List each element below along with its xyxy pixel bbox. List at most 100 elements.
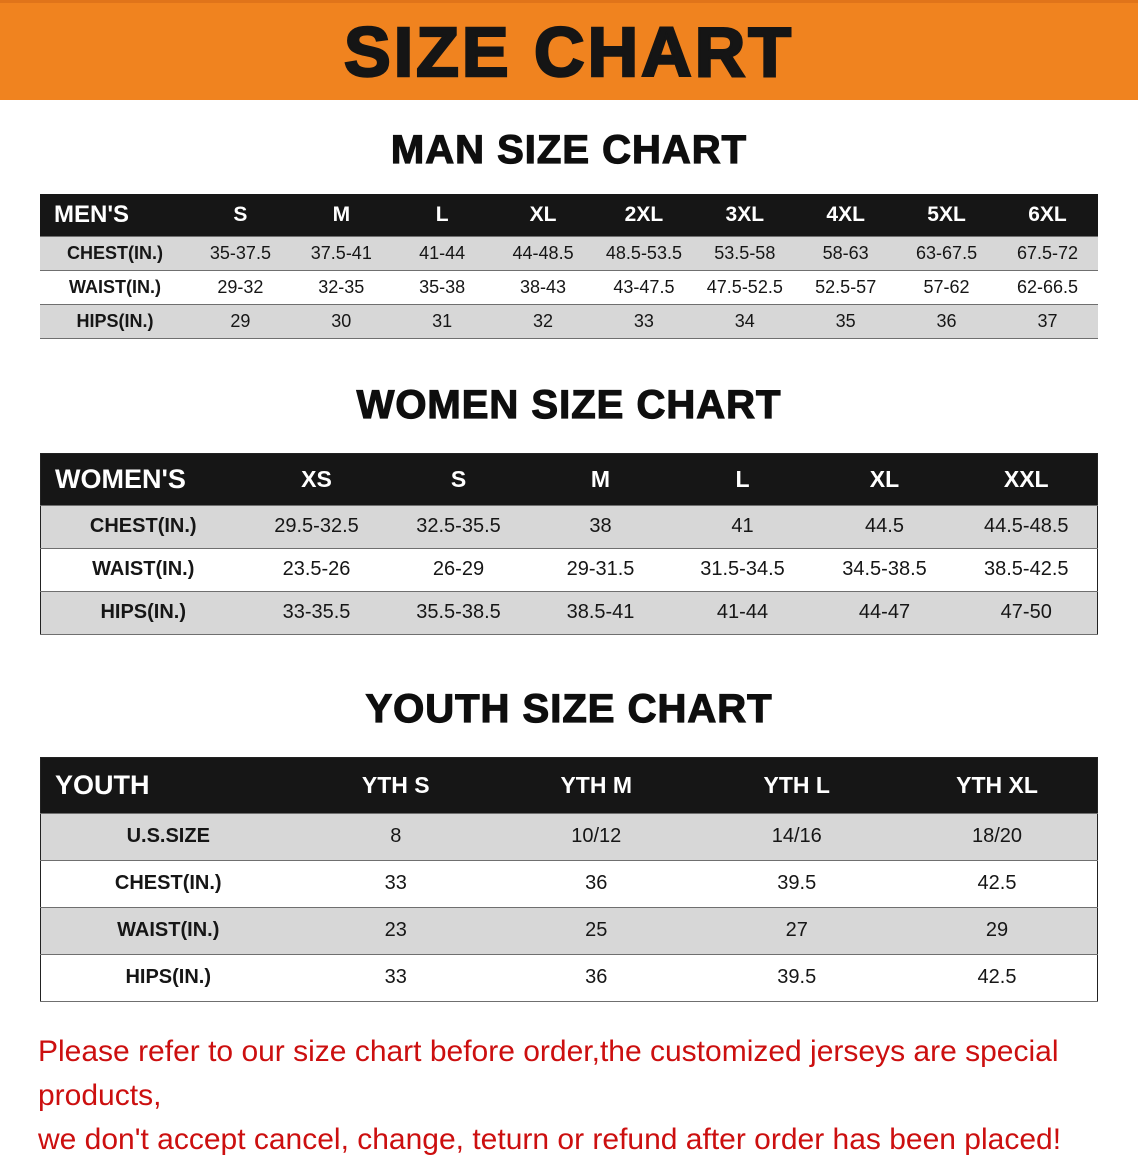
size-value-cell: 30 — [331, 310, 352, 331]
size-header-cell: 5XL — [896, 194, 997, 236]
size-value-cell: 29-32 — [217, 276, 264, 297]
size-value-cell: 25 — [585, 919, 608, 941]
row-label-cell: HIPS(IN.) — [100, 601, 187, 623]
disclaimer: Please refer to our size chart before or… — [0, 1030, 1138, 1162]
size-value-cell: 57-62 — [923, 276, 970, 297]
table-row: WAIST(IN.) 29-32 32-35 35-38 38-43 43-47.5 47.… — [40, 270, 1098, 304]
youth-size-heading: YOUTH SIZE CHART — [365, 686, 773, 731]
size-value-cell: 63-67.5 — [916, 242, 978, 263]
size-value-cell: 29 — [230, 310, 251, 331]
size-value-cell: 35-38 — [419, 276, 466, 297]
table-row: CHEST(IN.) 33 36 39.5 42.5 — [40, 860, 1098, 907]
disclaimer-line-2: we don't accept cancel, change, teturn o… — [38, 1122, 1062, 1156]
size-header-cell: XL — [813, 453, 956, 505]
disclaimer-line-1: Please refer to our size chart before or… — [38, 1034, 1059, 1112]
size-value-cell: 37 — [1037, 310, 1058, 331]
table-row: HIPS(IN.) 33-35.5 35.5-38.5 38.5-41 41-44 44-… — [40, 591, 1098, 634]
size-value-cell: 29-31.5 — [566, 558, 635, 580]
row-label-cell: CHEST(IN.) — [89, 515, 197, 537]
size-value-cell: 34 — [734, 310, 755, 331]
size-header-cell: M — [290, 194, 392, 236]
table-row: CHEST(IN.) 29.5-32.5 32.5-35.5 38 41 44.5 44.5… — [40, 505, 1098, 548]
size-value-cell: 32.5-35.5 — [416, 515, 501, 537]
table-row: WAIST(IN.) 23.5-26 26-29 29-31.5 31.5-34.5 34… — [40, 548, 1098, 591]
youth-size-table: YOUTH YTH S YTH M YTH L YTH XL U.S.SIZE 8 10/12… — [40, 756, 1098, 1002]
women-size-table: WOMEN'S XS S M L XL XXL CHEST(IN.) 29.5-32.5 32.5… — [40, 452, 1098, 635]
size-value-cell: 41-44 — [716, 601, 769, 623]
size-value-cell: 42.5 — [977, 966, 1017, 988]
size-value-cell: 35-37.5 — [209, 242, 271, 263]
size-value-cell: 48.5-53.5 — [605, 242, 682, 263]
size-value-cell: 26-29 — [432, 558, 485, 580]
size-value-cell: 33 — [384, 966, 407, 988]
size-header-cell: 6XL — [997, 194, 1098, 236]
size-header-cell: L — [671, 453, 814, 505]
table-title-cell: WOMEN'S — [40, 453, 246, 505]
size-value-cell: 32 — [533, 310, 554, 331]
size-value-cell: 39.5 — [777, 872, 817, 894]
size-value-cell: 18/20 — [971, 825, 1023, 847]
table-row: WAIST(IN.) 23 25 27 29 — [40, 907, 1098, 954]
size-value-cell: 44.5-48.5 — [983, 515, 1069, 537]
size-value-cell: 34.5-38.5 — [842, 558, 927, 580]
size-value-cell: 39.5 — [777, 966, 817, 988]
size-value-cell: 41-44 — [419, 242, 466, 263]
size-value-cell: 44-47 — [858, 601, 911, 623]
size-value-cell: 44.5 — [865, 515, 904, 537]
size-value-cell: 38.5-42.5 — [983, 558, 1069, 580]
table-header-row: WOMEN'S XS S M L XL XXL — [40, 453, 1098, 505]
size-value-cell: 27 — [785, 919, 808, 941]
size-value-cell: 14/16 — [771, 825, 822, 847]
size-header-cell: 3XL — [694, 194, 796, 236]
size-header-cell: YTH M — [496, 757, 697, 813]
table-title-cell: MEN'S — [40, 194, 190, 236]
size-value-cell: 8 — [390, 825, 402, 847]
table-row: U.S.SIZE 8 10/12 14/16 18/20 — [40, 813, 1098, 860]
women-size-section: WOMEN SIZE CHART WOMEN'S XS S M L XL XXL CHEST(… — [0, 381, 1138, 635]
size-header-cell: 2XL — [593, 194, 695, 236]
size-header-cell: L — [391, 194, 493, 236]
row-label-cell: CHEST(IN.) — [67, 242, 163, 263]
size-value-cell: 38-43 — [520, 276, 567, 297]
table-header-row: YOUTH YTH S YTH M YTH L YTH XL — [40, 757, 1098, 813]
size-value-cell: 67.5-72 — [1016, 242, 1079, 263]
size-value-cell: 29 — [985, 919, 1009, 941]
row-label-cell: WAIST(IN.) — [92, 558, 195, 580]
size-header-cell: XS — [245, 453, 388, 505]
women-size-heading: WOMEN SIZE CHART — [356, 382, 782, 427]
man-size-heading: MAN SIZE CHART — [390, 127, 748, 172]
row-label-cell: HIPS(IN.) — [76, 310, 154, 331]
row-label-cell: HIPS(IN.) — [125, 966, 212, 988]
man-size-table: MEN'S S M L XL 2XL 3XL 4XL 5XL 6XL CHEST(IN.) 35-37… — [40, 194, 1098, 339]
size-header-cell: YTH XL — [897, 757, 1098, 813]
size-value-cell: 36 — [936, 310, 957, 331]
man-size-section: MAN SIZE CHART MEN'S S M L XL 2XL 3XL 4XL 5XL 6XL… — [0, 126, 1138, 339]
row-label-cell: CHEST(IN.) — [114, 872, 222, 894]
size-value-cell: 37.5-41 — [310, 242, 372, 263]
size-value-cell: 53.5-58 — [714, 242, 776, 263]
size-header-cell: S — [387, 453, 530, 505]
size-value-cell: 36 — [585, 966, 608, 988]
row-label-cell: WAIST(IN.) — [69, 276, 161, 297]
size-value-cell: 23.5-26 — [282, 558, 351, 580]
banner-title: SIZE CHART — [343, 12, 794, 91]
size-value-cell: 38 — [589, 515, 612, 537]
size-value-cell: 10/12 — [571, 825, 622, 847]
size-value-cell: 29.5-32.5 — [274, 515, 359, 537]
size-value-cell: 47.5-52.5 — [706, 276, 783, 297]
row-label-cell: U.S.SIZE — [126, 825, 210, 847]
row-label-cell: WAIST(IN.) — [117, 919, 220, 941]
size-value-cell: 42.5 — [977, 872, 1017, 894]
size-header-cell: YTH L — [696, 757, 897, 813]
size-header-cell: M — [529, 453, 672, 505]
size-value-cell: 32-35 — [318, 276, 365, 297]
size-value-cell: 44-48.5 — [512, 242, 574, 263]
size-header-cell: YTH S — [295, 757, 496, 813]
size-header-cell: XXL — [955, 453, 1098, 505]
size-chart-banner: SIZE CHART — [0, 0, 1138, 100]
size-header-cell: XL — [492, 194, 594, 236]
size-value-cell: 33 — [384, 872, 407, 894]
size-value-cell: 47-50 — [1000, 601, 1052, 623]
size-header-cell: S — [190, 194, 291, 236]
size-value-cell: 35 — [835, 310, 856, 331]
